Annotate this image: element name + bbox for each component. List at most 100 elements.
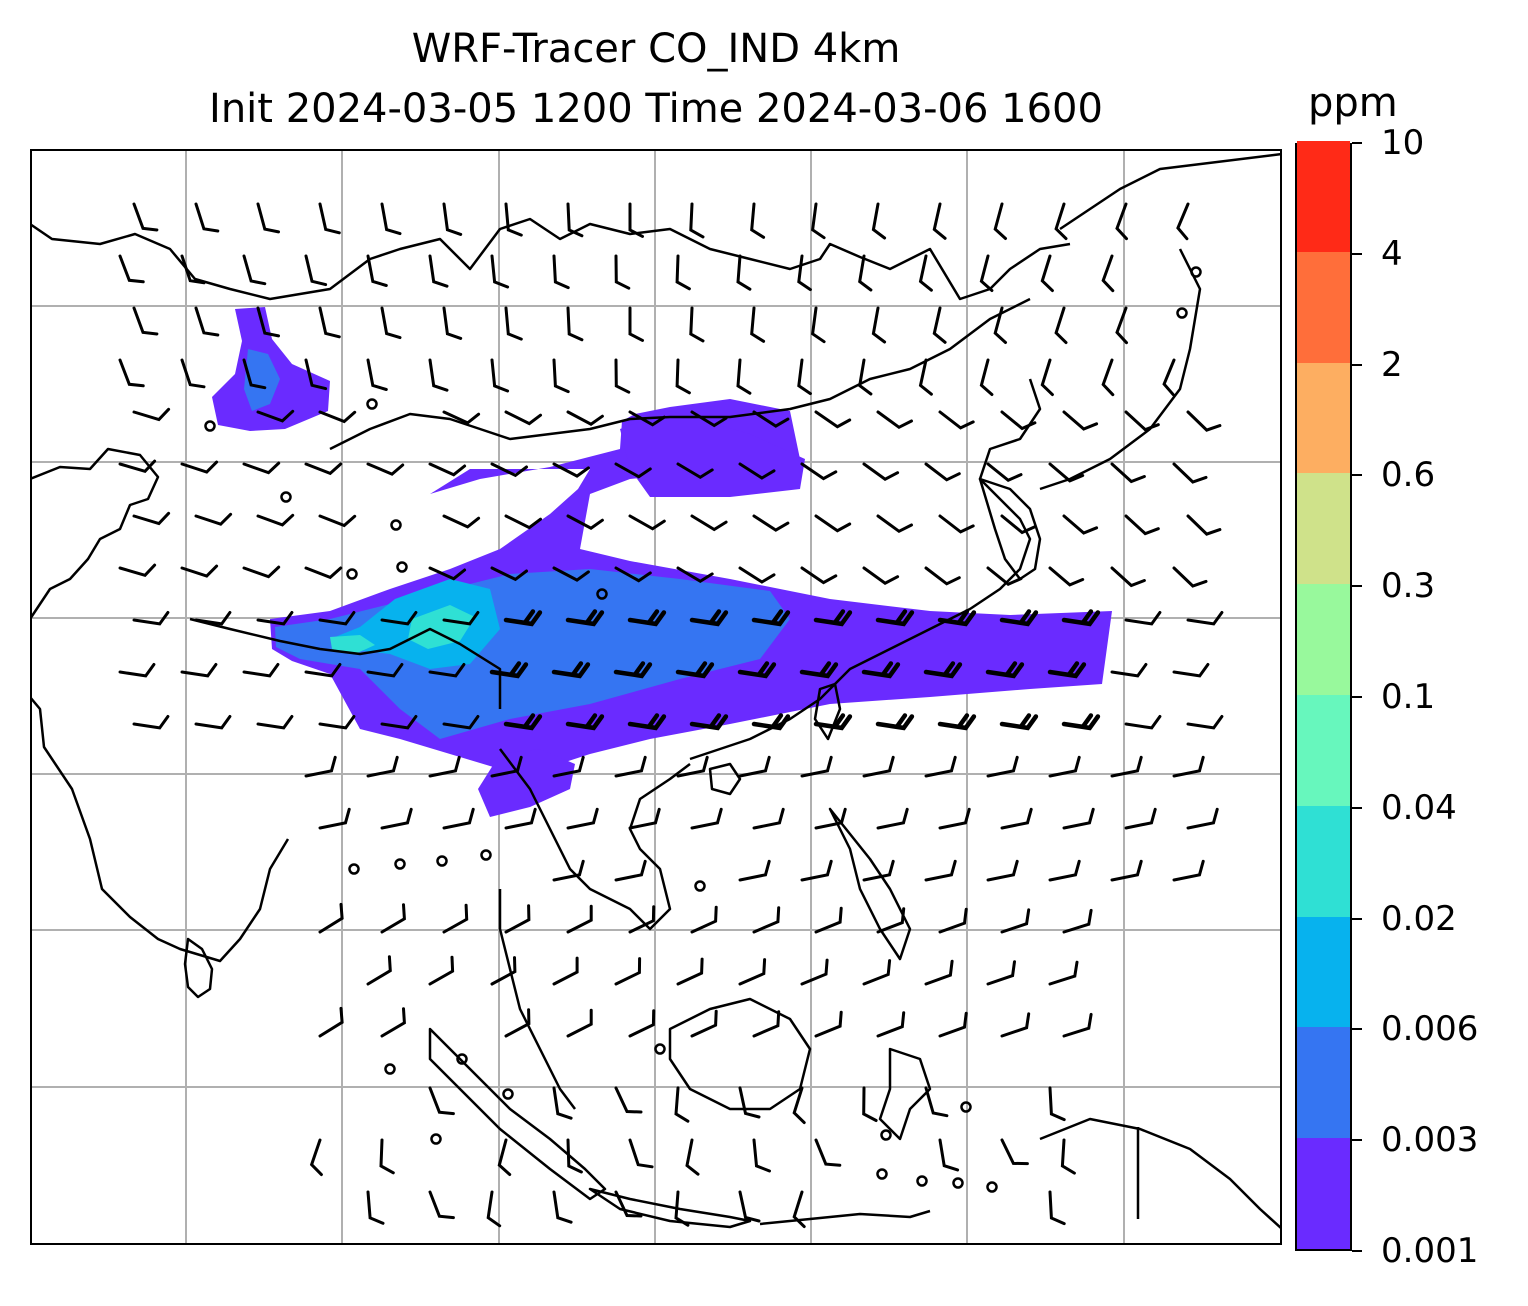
wind-barb xyxy=(862,1086,878,1122)
wind-barb xyxy=(552,462,590,478)
wind-barb xyxy=(566,306,584,342)
colorbar-tick-label: 4 xyxy=(1381,233,1403,274)
wind-barb xyxy=(1186,514,1222,536)
wind-barb xyxy=(503,609,543,627)
india-coastline xyxy=(30,696,290,963)
wind-barb xyxy=(552,1086,573,1120)
wind-barb xyxy=(814,514,852,533)
calm-wind-marker xyxy=(396,561,408,573)
wind-barb xyxy=(814,1138,842,1167)
taiwan xyxy=(813,682,842,741)
wind-barb xyxy=(428,755,461,778)
malay-peninsula xyxy=(498,889,576,1110)
wind-barb xyxy=(932,306,947,344)
wind-barb xyxy=(614,358,631,394)
wind-barb xyxy=(1110,462,1146,484)
colorbar-tick-label: 10 xyxy=(1381,123,1425,163)
wind-barb xyxy=(118,459,157,473)
wind-barb xyxy=(497,1138,512,1176)
wind-barb xyxy=(813,713,853,731)
wind-barb xyxy=(180,564,219,578)
wind-barb xyxy=(876,410,913,430)
calm-wind-marker xyxy=(952,1177,964,1189)
wind-barb xyxy=(428,462,467,477)
wind-barb xyxy=(737,661,777,679)
wind-barb xyxy=(814,1010,843,1038)
wind-barb xyxy=(985,661,1025,679)
wind-barb xyxy=(738,859,771,882)
wind-barb xyxy=(993,202,1007,240)
wind-barb xyxy=(938,807,971,830)
wind-barb xyxy=(918,254,933,292)
wind-barb xyxy=(194,715,232,730)
wind-barb xyxy=(194,202,220,233)
wind-barb xyxy=(750,202,766,239)
wind-barb xyxy=(999,609,1039,627)
wind-barb xyxy=(366,663,404,678)
wind-barb xyxy=(1186,410,1222,432)
wind-barb xyxy=(504,514,542,530)
sumatra xyxy=(428,1027,607,1201)
wind-barb xyxy=(1062,1012,1093,1038)
wind-barb xyxy=(380,903,406,934)
wind-barb xyxy=(674,1190,690,1227)
wind-barb xyxy=(1040,358,1054,397)
wind-barb xyxy=(938,1138,960,1172)
wind-barb xyxy=(380,715,418,730)
calm-wind-marker xyxy=(480,849,492,861)
colorbar-segment xyxy=(1297,1026,1350,1139)
wind-barb xyxy=(566,1138,583,1174)
wind-barb xyxy=(1048,755,1081,778)
wind-barb xyxy=(876,907,906,934)
chart-title-line2: Init 2024-03-05 1200 Time 2024-03-06 160… xyxy=(209,86,1103,132)
calm-wind-marker xyxy=(390,519,402,531)
wind-barb xyxy=(366,358,388,391)
colorbar-tick xyxy=(1352,1028,1362,1031)
wind-barb xyxy=(938,1011,968,1038)
wind-barb xyxy=(628,202,644,238)
wind-barb xyxy=(180,663,218,678)
wind-barb xyxy=(1062,908,1093,934)
wind-barb xyxy=(932,202,947,240)
wind-barb xyxy=(552,859,585,882)
wind-barb xyxy=(1040,254,1054,293)
wind-barb xyxy=(1062,410,1099,431)
calm-wind-marker xyxy=(876,1168,888,1180)
wind-barb xyxy=(750,306,766,343)
wind-barb xyxy=(132,306,159,336)
wind-barb xyxy=(1172,566,1208,588)
wind-barb xyxy=(738,566,776,584)
wind-barb xyxy=(366,755,399,778)
wind-barb xyxy=(614,957,642,986)
wind-barb xyxy=(1186,715,1224,730)
wind-barb xyxy=(1162,358,1176,397)
wind-barb xyxy=(752,906,781,934)
wind-barb xyxy=(993,306,1007,344)
wind-barb xyxy=(1176,202,1190,241)
wind-barb xyxy=(1172,755,1205,778)
colorbar-unit-label: ppm xyxy=(1308,80,1398,126)
wind-barb xyxy=(490,358,510,393)
wind-barb xyxy=(871,306,887,344)
wind-barb xyxy=(566,807,599,830)
wind-barb xyxy=(675,661,715,679)
calm-wind-marker xyxy=(280,491,292,503)
chart-title-line1: WRF-Tracer CO_IND 4km xyxy=(411,26,901,72)
wind-barb xyxy=(1124,715,1162,730)
wind-barb xyxy=(490,566,528,582)
wind-barb xyxy=(490,956,517,986)
wind-barb xyxy=(180,460,219,474)
south-asia-border xyxy=(30,447,160,620)
wind-barb xyxy=(738,755,771,778)
calm-wind-marker xyxy=(986,1181,998,1193)
wind-barb xyxy=(752,514,790,532)
calm-wind-marker xyxy=(384,1063,396,1075)
wind-barb xyxy=(486,1190,502,1228)
wind-barb xyxy=(256,409,295,423)
calm-wind-marker xyxy=(430,1133,442,1145)
himalaya-border xyxy=(189,617,502,709)
wind-barb xyxy=(552,1190,573,1224)
wind-barb xyxy=(318,514,357,528)
colorbar-tick xyxy=(1352,252,1362,255)
java xyxy=(588,1187,752,1229)
